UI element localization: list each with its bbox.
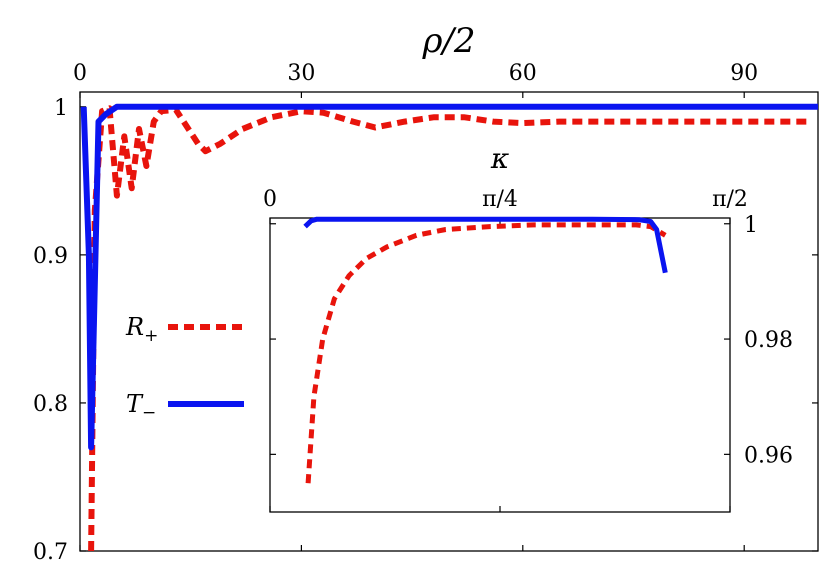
y-tick-label: 0.98 — [744, 328, 793, 353]
x-axis-label: κ — [490, 142, 509, 175]
plot-frame — [269, 217, 731, 513]
y-tick-label: 0.8 — [33, 392, 68, 417]
x-tick-label: 60 — [509, 61, 537, 86]
y-tick-label: 1 — [744, 213, 758, 238]
y-tick-label: 0.96 — [744, 443, 793, 468]
y-tick-label: 0.7 — [33, 540, 68, 565]
series-line-r-plus — [305, 222, 667, 484]
inset-plot: 0 π/4 π/2 0.96 0.98 1 κ — [263, 142, 793, 513]
x-tick-label: 0 — [73, 61, 87, 86]
legend: R+ T− — [125, 313, 244, 423]
x-tick-label: 90 — [730, 61, 758, 86]
legend-label: T− — [126, 390, 156, 423]
y-tick-label: 0.9 — [33, 244, 68, 269]
y-tick-label: 1 — [54, 96, 68, 121]
x-axis-label: ρ/2 — [421, 21, 475, 61]
series-line-t-minus — [80, 103, 818, 451]
x-tick-label: π/2 — [712, 187, 748, 212]
series-line-t-minus — [303, 216, 668, 274]
x-tick-label: 0 — [263, 187, 277, 212]
legend-label: R+ — [125, 313, 158, 346]
x-tick-label: π/4 — [482, 187, 518, 212]
x-tick-label: 30 — [287, 61, 315, 86]
